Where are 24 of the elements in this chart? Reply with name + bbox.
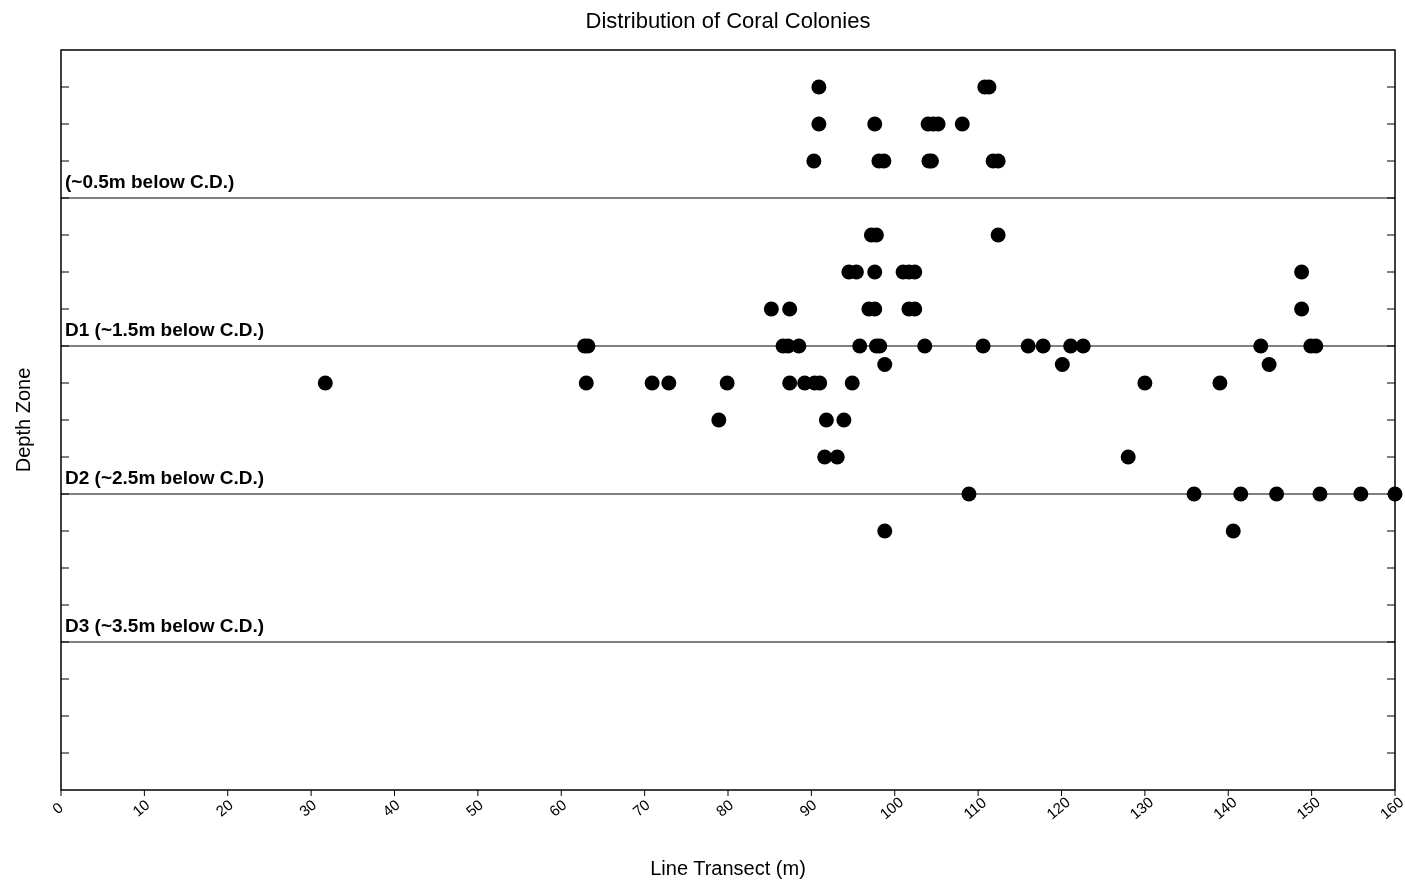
x-tick-label: 140 bbox=[1209, 793, 1240, 823]
x-tick-label: 0 bbox=[48, 798, 67, 817]
x-tick-label: 90 bbox=[795, 795, 820, 820]
x-tick-label: 120 bbox=[1042, 793, 1074, 823]
x-tick-label: 130 bbox=[1126, 793, 1157, 823]
ref-line-label: D3 (~3.5m below C.D.) bbox=[65, 615, 265, 636]
x-axis-title: Line Transect (m) bbox=[650, 857, 806, 879]
x-tick-label: 40 bbox=[379, 795, 403, 820]
ref-line-label: D2 (~2.5m below C.D.) bbox=[65, 467, 265, 488]
x-tick-label: 80 bbox=[712, 795, 737, 820]
x-tick-label: 70 bbox=[629, 795, 653, 820]
ref-line-label: D1 (~1.5m below C.D.) bbox=[65, 319, 265, 340]
y-axis-title: Depth Zone bbox=[12, 367, 34, 473]
ref-line-label: (~0.5m below C.D.) bbox=[65, 171, 235, 192]
x-tick-label: 110 bbox=[959, 793, 990, 822]
chart-title: Distribution of Coral Colonies bbox=[585, 8, 871, 33]
x-tick-label: 10 bbox=[128, 795, 153, 820]
x-tick-label: 60 bbox=[545, 795, 570, 820]
x-tick-label: 160 bbox=[1376, 793, 1405, 823]
x-tick-label: 20 bbox=[212, 795, 237, 820]
x-tick-label: 100 bbox=[876, 793, 907, 823]
x-tick-label: 50 bbox=[462, 795, 487, 820]
x-tick-label: 150 bbox=[1293, 793, 1324, 823]
x-tick-label: 30 bbox=[295, 795, 320, 820]
